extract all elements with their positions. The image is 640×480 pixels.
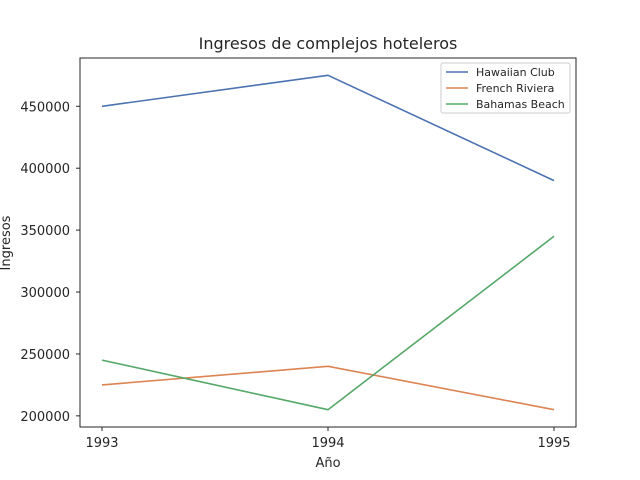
y-tick-label: 350000: [20, 224, 70, 239]
series-line-french-riviera: [101, 365, 555, 411]
legend-label-hawaiian-club: Hawaiian Club: [476, 66, 555, 79]
series-line-hawaiian-club: [101, 74, 555, 182]
y-axis-label: Ingresos: [0, 215, 14, 270]
x-tick-label: 1995: [537, 436, 570, 451]
x-tick-label: 1993: [85, 436, 118, 451]
legend-label-bahamas-beach: Bahamas Beach: [476, 98, 565, 111]
y-tick-label: 400000: [20, 162, 70, 177]
series-lines: [101, 74, 555, 411]
y-tick-label: 200000: [20, 410, 70, 425]
series-line-bahamas-beach: [101, 235, 555, 411]
x-axis: 1993 1994 1995: [85, 427, 571, 451]
x-axis-label: Año: [315, 456, 340, 471]
x-tick-label: 1994: [311, 436, 344, 451]
y-tick-label: 250000: [20, 348, 70, 363]
legend-box: [440, 62, 571, 114]
y-axis: 200000 250000 300000 350000 400000 450000: [20, 100, 80, 425]
legend-label-french-riviera: French Riviera: [476, 82, 554, 95]
legend: Hawaiian Club French Riviera Bahamas Beach: [440, 62, 571, 114]
chart-title: Ingresos de complejos hoteleros: [199, 34, 458, 53]
y-tick-label: 450000: [20, 100, 70, 115]
y-tick-label: 300000: [20, 286, 70, 301]
